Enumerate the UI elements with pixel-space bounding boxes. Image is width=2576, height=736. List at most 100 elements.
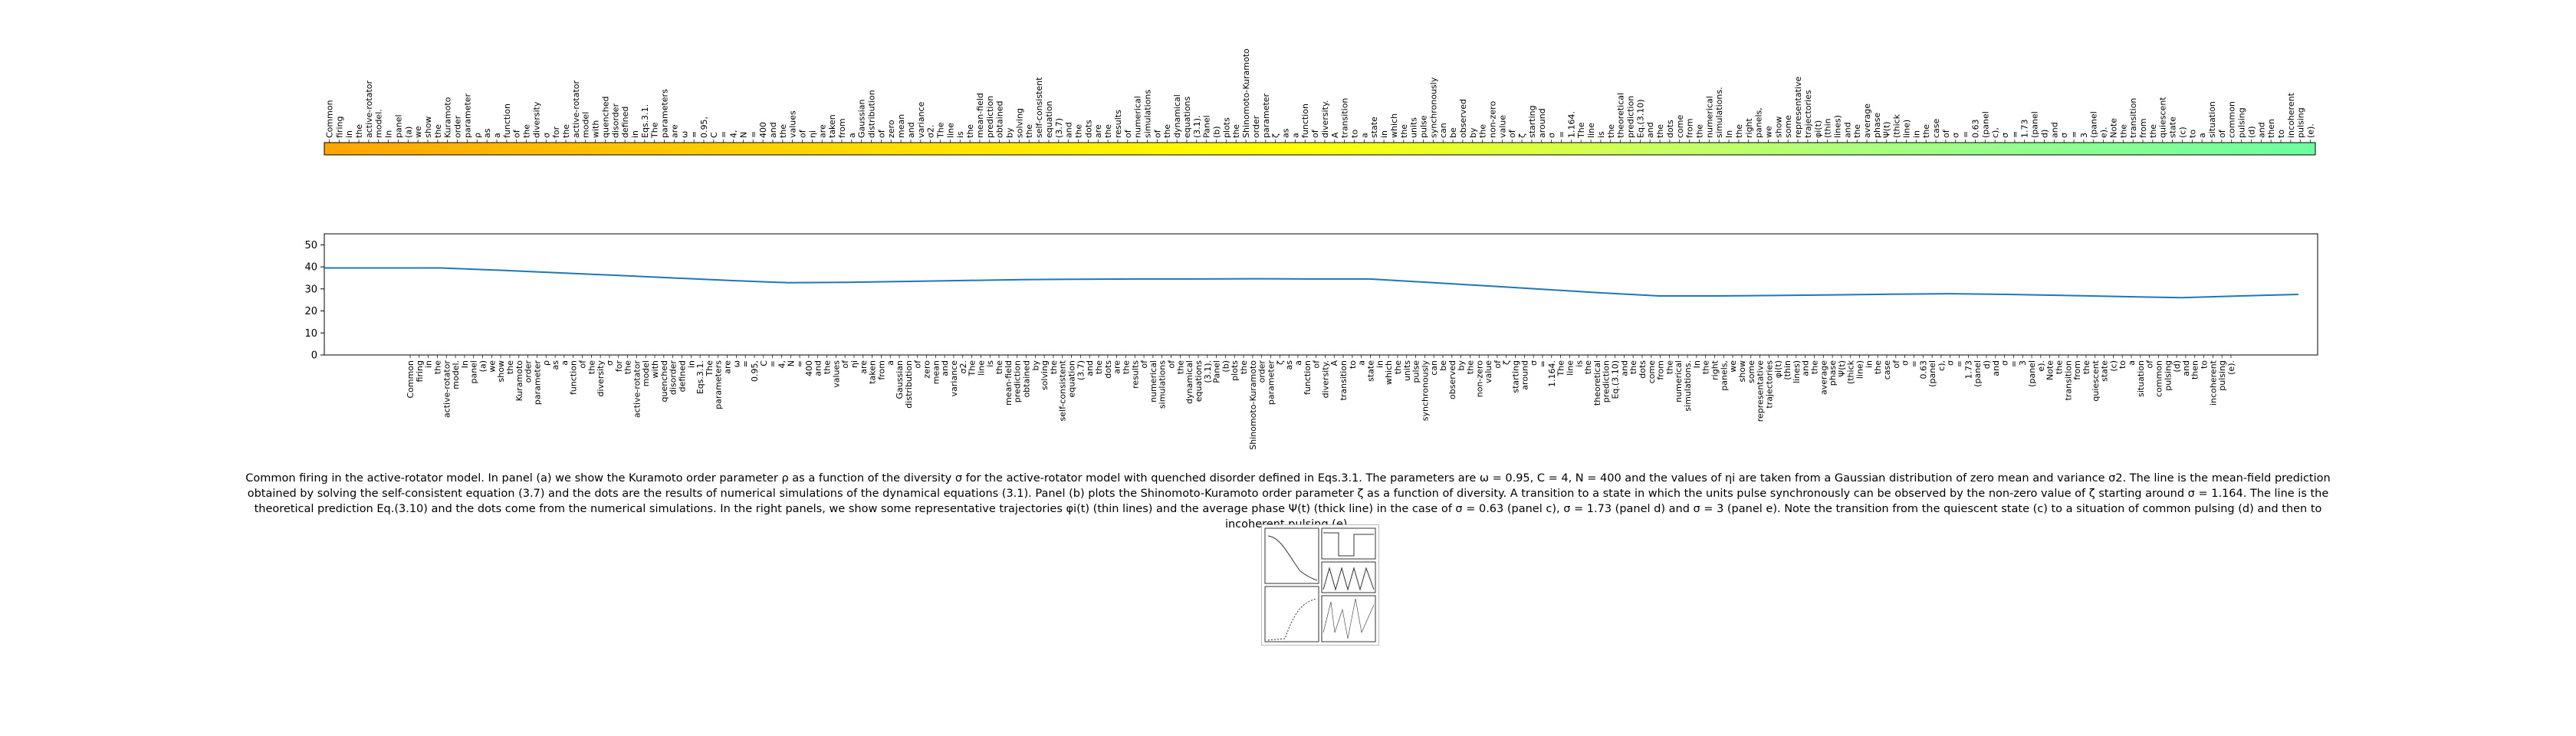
x-tick-label: (b) — [1221, 360, 1230, 373]
heatmap-word-label: of — [1507, 129, 1517, 138]
heatmap-word-label: φi(t) — [1813, 120, 1823, 138]
heatmap-word-label: and — [768, 122, 778, 138]
x-tick-label: (3.7) — [1076, 360, 1086, 380]
x-tick-label: distribution — [904, 360, 914, 409]
heatmap-word-label: Note — [2108, 118, 2118, 138]
heatmap-word-label: parameter — [1261, 93, 1271, 138]
x-tick-label: a — [886, 360, 895, 366]
x-tick-label: representative — [1756, 360, 1766, 422]
x-tick-label: A — [1329, 360, 1339, 366]
x-tick-label: results — [1130, 360, 1140, 389]
x-tick-label: taken — [868, 360, 878, 384]
heatmap-word-label: can — [1438, 123, 1448, 138]
x-tick-label: Ψ(t) — [1837, 360, 1847, 377]
x-tick-label: then — [2190, 360, 2200, 380]
heatmap-word-label: and — [1842, 122, 1852, 138]
heatmap-word-label: to — [2276, 130, 2286, 138]
heatmap-word-label: taken — [827, 114, 837, 138]
heatmap-word-label: mean-field — [975, 93, 985, 138]
x-tick-label: come — [1647, 360, 1657, 383]
x-tick-label: in — [424, 360, 434, 368]
x-tick-label: order — [1257, 360, 1267, 383]
x-tick-label: 0.95, — [750, 360, 760, 382]
heatmap-word-label: in — [1911, 130, 1921, 138]
x-tick-label: solving — [1040, 360, 1050, 390]
heatmap-word-label: σ — [2000, 133, 2010, 138]
x-tick-label: prediction — [1602, 360, 1612, 402]
heatmap-word-label: prediction — [1626, 96, 1636, 138]
x-tick-label: dots — [1638, 360, 1648, 379]
heatmap-word-label: and — [2256, 122, 2266, 138]
plot-frame — [324, 233, 2318, 356]
x-tick-label: as — [1284, 360, 1294, 370]
x-tick-label: starting — [1511, 360, 1521, 393]
heatmap-word-label: ω — [679, 131, 689, 138]
heatmap-word-label: parameters — [660, 89, 670, 138]
heatmap-word-label: around — [1537, 108, 1547, 138]
heatmap-word-label: = — [2069, 131, 2079, 138]
x-tick-label: The — [1556, 360, 1566, 377]
heatmap-word-label: lines) — [1833, 115, 1843, 138]
x-tick-label: simulations. — [1683, 360, 1693, 412]
heatmap-word-label: the — [1074, 124, 1084, 138]
x-tick-label: from — [876, 360, 886, 380]
x-tick-label: and — [1085, 360, 1095, 376]
x-tick-label: mean — [931, 360, 941, 384]
x-tick-label: from — [1656, 360, 1666, 380]
heatmap-word-label: σ — [2059, 133, 2069, 138]
heatmap-word-label: model — [581, 112, 591, 138]
heatmap-word-label: then — [2266, 119, 2276, 138]
x-tick-label: by — [1457, 360, 1467, 371]
x-tick-label: e). — [2036, 360, 2046, 372]
heatmap-word-label: line) — [1902, 120, 1912, 138]
heatmap-word-label: non-zero — [1488, 101, 1498, 138]
heatmap-word-label: = — [2010, 131, 2020, 138]
x-tick-label: and — [2181, 360, 2191, 376]
heatmap-word-label: 4, — [729, 130, 739, 139]
x-tick-label: the — [1393, 360, 1403, 374]
series-line — [324, 267, 2298, 299]
x-tick-label: Note — [2045, 360, 2055, 380]
heatmap-word-label: in — [344, 130, 354, 138]
heatmap-word-label: the — [1852, 124, 1862, 138]
x-tick-label: In — [1692, 360, 1702, 368]
x-tick-label: σ — [1529, 360, 1539, 366]
x-tick-label: Common — [406, 360, 416, 399]
y-tick-label: 40 — [304, 262, 317, 274]
x-tick-label: panels, — [1719, 360, 1729, 391]
x-tick-label: and — [940, 360, 950, 376]
x-tick-label: synchronously — [1420, 360, 1430, 422]
x-tick-label: = — [1955, 360, 1965, 367]
x-tick-label: trajectories — [1764, 360, 1774, 409]
heatmap-word-label: order — [453, 115, 463, 138]
x-tick-label: for — [614, 360, 624, 373]
heatmap-word-label: pulse — [1419, 115, 1429, 138]
heatmap-word-label: ζ — [1271, 133, 1281, 138]
x-tick-label: active-rotator — [442, 360, 452, 419]
x-tick-label: (thick — [1846, 360, 1856, 384]
x-tick-label: function — [1303, 360, 1313, 395]
x-tick-label: = — [768, 360, 778, 367]
heatmap-word-label: numerical — [1133, 96, 1143, 138]
x-tick-label: = — [1538, 360, 1548, 367]
x-tick-label: = — [795, 360, 805, 367]
heatmap-word-label: The — [1576, 122, 1586, 139]
heatmap-word-label: from — [1685, 118, 1695, 138]
heatmap-word-label: the — [1103, 124, 1113, 138]
x-tick-label: σ — [605, 360, 615, 366]
heatmap-word-label: the — [1162, 124, 1172, 138]
x-tick-label: function — [569, 360, 579, 395]
x-tick-label: in — [1864, 360, 1874, 368]
y-tick-label: 0 — [311, 350, 317, 362]
x-tick-label: disorder — [669, 360, 678, 396]
heatmap-word-label: common — [2227, 101, 2237, 138]
heatmap-word-label: active-rotator — [571, 80, 581, 138]
heatmap-word-label: case — [1931, 118, 1941, 138]
heatmap-word-label: a — [492, 133, 502, 138]
x-tick-label: σ — [2000, 360, 2010, 366]
x-tick-label: self-consistent — [1058, 360, 1068, 421]
heatmap-word-label: dots — [1665, 120, 1675, 138]
x-tick-label: equations — [1194, 360, 1204, 402]
heatmap-word-label: be — [1448, 127, 1458, 138]
